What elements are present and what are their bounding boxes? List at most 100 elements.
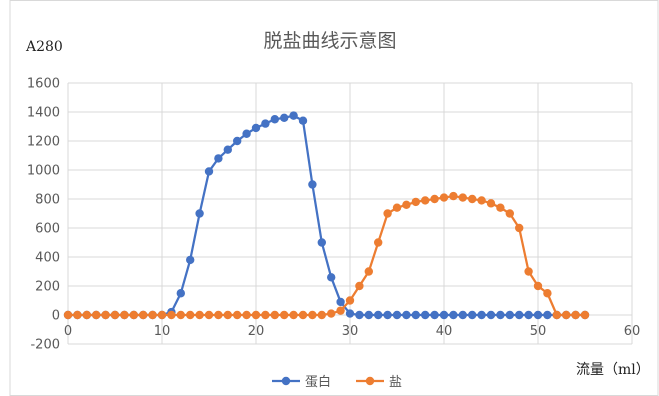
x-tick-label: 40 bbox=[436, 324, 453, 339]
legend: 蛋白 盐 bbox=[272, 374, 402, 390]
legend-marker bbox=[365, 376, 375, 386]
data-point bbox=[524, 310, 533, 320]
data-point bbox=[439, 310, 449, 320]
data-point bbox=[270, 115, 279, 124]
data-point bbox=[430, 310, 439, 320]
data-point bbox=[345, 296, 355, 305]
x-tick-label: 30 bbox=[342, 324, 359, 339]
data-point bbox=[242, 310, 251, 320]
data-point bbox=[392, 310, 402, 320]
y-tick-label: 1600 bbox=[27, 77, 60, 92]
y-tick-label: 0 bbox=[52, 309, 60, 324]
axis-ticks: -200 0 200 400 600 800 1000 1200 1400 1600 0 10 20 30… bbox=[27, 77, 640, 353]
y-tick-label: 200 bbox=[35, 280, 60, 295]
x-tick-label: 60 bbox=[624, 324, 641, 339]
data-point bbox=[157, 310, 167, 320]
data-point bbox=[336, 297, 345, 307]
data-point bbox=[223, 310, 232, 320]
data-point bbox=[411, 197, 420, 207]
data-point bbox=[562, 310, 571, 320]
x-axis-label: 流量（ml） bbox=[576, 362, 650, 378]
data-point bbox=[298, 116, 308, 125]
data-point bbox=[261, 310, 270, 320]
data-point bbox=[317, 310, 326, 320]
series-2 bbox=[63, 191, 590, 320]
data-point bbox=[439, 193, 449, 202]
data-point bbox=[468, 194, 477, 204]
x-tick-label: 0 bbox=[64, 324, 72, 339]
data-point bbox=[580, 310, 590, 320]
data-point bbox=[186, 255, 195, 265]
data-point bbox=[533, 281, 543, 291]
legend-label: 蛋白 bbox=[305, 374, 331, 390]
data-point bbox=[533, 310, 543, 320]
data-point bbox=[110, 310, 120, 320]
legend-item: 蛋白 bbox=[272, 374, 331, 390]
data-point bbox=[148, 310, 157, 320]
data-point bbox=[571, 310, 580, 320]
legend-marker bbox=[281, 376, 291, 386]
data-point bbox=[364, 267, 373, 276]
data-point bbox=[327, 273, 336, 282]
data-point bbox=[411, 310, 420, 320]
data-point bbox=[214, 310, 223, 320]
data-point bbox=[317, 238, 326, 247]
data-point bbox=[289, 310, 298, 320]
x-tick-label: 10 bbox=[154, 324, 171, 339]
data-point bbox=[345, 309, 355, 318]
data-point bbox=[280, 113, 289, 123]
data-point bbox=[421, 196, 430, 205]
data-point bbox=[186, 310, 195, 320]
data-point bbox=[195, 310, 204, 320]
data-point bbox=[364, 310, 373, 320]
data-point bbox=[73, 310, 82, 320]
data-point bbox=[336, 306, 345, 315]
data-point bbox=[82, 310, 92, 320]
data-point bbox=[515, 310, 524, 320]
data-point bbox=[374, 310, 383, 320]
data-point bbox=[477, 310, 486, 320]
data-point bbox=[496, 310, 505, 320]
data-point bbox=[449, 191, 458, 201]
data-point bbox=[261, 119, 270, 128]
y-axis-label: A280 bbox=[25, 39, 63, 55]
data-point bbox=[251, 123, 261, 133]
data-point bbox=[270, 310, 279, 320]
x-tick-label: 20 bbox=[248, 324, 265, 339]
data-point bbox=[242, 129, 251, 138]
data-point bbox=[204, 167, 214, 176]
data-point bbox=[458, 310, 467, 320]
data-point bbox=[204, 310, 214, 320]
data-point bbox=[233, 310, 242, 320]
legend-item: 盐 bbox=[356, 375, 402, 390]
data-point bbox=[289, 111, 298, 120]
legend-label: 盐 bbox=[389, 375, 402, 390]
data-point bbox=[505, 310, 514, 320]
data-point bbox=[374, 238, 383, 247]
data-point bbox=[543, 289, 552, 298]
data-point bbox=[195, 209, 204, 218]
data-point bbox=[167, 310, 176, 320]
data-point bbox=[392, 203, 402, 212]
data-point bbox=[430, 194, 439, 204]
data-point bbox=[486, 199, 496, 208]
data-point bbox=[515, 223, 524, 233]
data-point bbox=[402, 310, 411, 320]
data-point bbox=[251, 310, 261, 320]
data-point bbox=[402, 200, 411, 209]
data-point bbox=[298, 310, 308, 320]
data-point bbox=[308, 180, 317, 189]
data-point bbox=[176, 310, 185, 320]
y-tick-label: 600 bbox=[35, 222, 60, 237]
data-point bbox=[383, 209, 392, 218]
y-tick-label: 800 bbox=[35, 193, 60, 208]
data-point bbox=[214, 154, 223, 163]
data-point bbox=[468, 310, 477, 320]
data-point bbox=[524, 267, 533, 276]
y-tick-label: -200 bbox=[30, 338, 60, 353]
data-point bbox=[486, 310, 496, 320]
data-point bbox=[129, 310, 138, 320]
data-point bbox=[477, 196, 486, 205]
data-point bbox=[92, 310, 101, 320]
